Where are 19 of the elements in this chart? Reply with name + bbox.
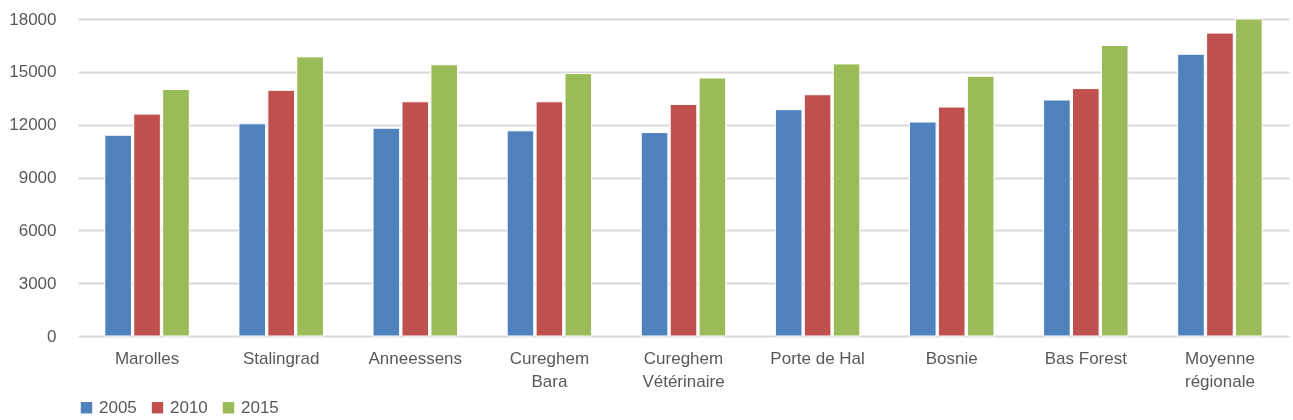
x-tick-label: Moyenne régionale (1184, 348, 1255, 391)
x-tick-label: Cureghem Vétérinaire (642, 348, 725, 391)
x-tick-label: Marolles (114, 348, 180, 368)
x-tick-label: Bas Forest (1044, 348, 1128, 368)
legend-label: 2005 (99, 397, 137, 417)
y-tick-label: 15000 (9, 62, 57, 82)
x-tick-label: Bosnie (925, 348, 978, 368)
y-tick-label: 18000 (9, 9, 57, 29)
y-tick-label: 0 (47, 326, 57, 346)
x-tick-label: Porte de Hal (770, 348, 865, 368)
x-tick-label: Stalingrad (242, 348, 320, 368)
legend-label: 2015 (241, 397, 279, 417)
y-tick-label: 9000 (18, 168, 57, 187)
y-tick-label: 6000 (18, 220, 57, 240)
y-tick-label: 3000 (18, 273, 57, 293)
x-tick-label: Cureghem Bara (509, 348, 590, 391)
x-tick-label: Anneessens (368, 348, 463, 368)
legend-label: 2010 (170, 397, 208, 417)
y-tick-label: 12000 (9, 115, 57, 135)
